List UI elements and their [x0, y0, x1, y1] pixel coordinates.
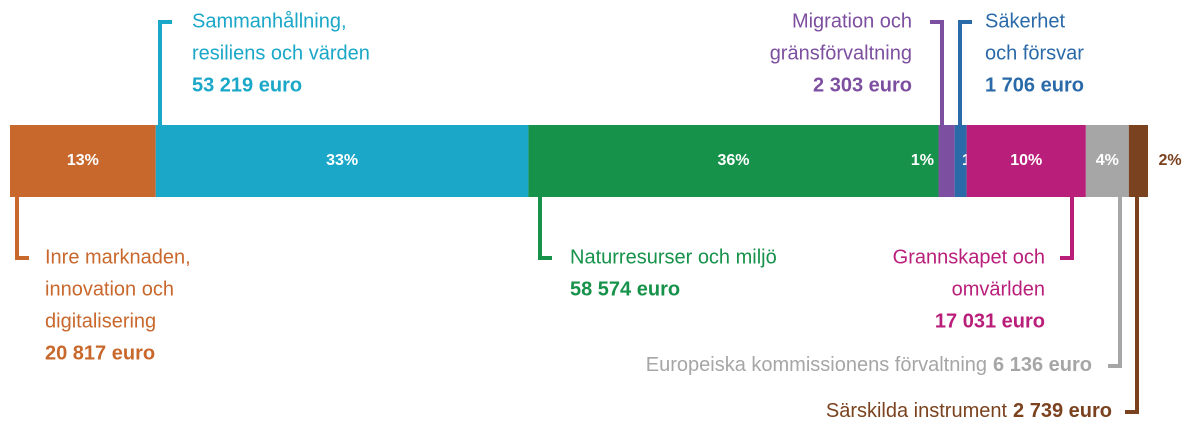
connector	[538, 197, 552, 260]
bar-segment	[155, 125, 529, 197]
segment-value: 6 136 euro	[993, 354, 1092, 376]
segment-value: 20 817 euro	[45, 342, 155, 364]
connector	[1060, 197, 1074, 260]
bar-segment	[528, 125, 939, 197]
segment-name: innovation och	[45, 278, 174, 300]
segment-value: 58 574 euro	[570, 278, 680, 300]
segment-name: Naturresurser och miljö	[570, 246, 777, 268]
segment-name: Sammanhållning,	[192, 10, 347, 32]
segment-name: gränsförvaltning	[770, 42, 912, 64]
connector	[930, 20, 944, 125]
segment-name: Grannskapet och	[893, 246, 1045, 268]
bar-segment	[938, 125, 955, 197]
percentage-label: 2%	[1158, 152, 1181, 169]
segment-value: 1 706 euro	[985, 74, 1084, 96]
percentage-label: 13%	[67, 152, 99, 169]
bar-segment	[1085, 125, 1129, 197]
percentage-label: 4%	[1096, 152, 1119, 169]
percentage-label: 10%	[1010, 152, 1042, 169]
segment-value: 2 739 euro	[1013, 400, 1112, 422]
segment-name: och försvar	[985, 42, 1084, 64]
segment-name: Särskilda instrument	[826, 400, 1008, 422]
percentage-label: 36%	[717, 152, 749, 169]
percentage-label: 33%	[326, 152, 358, 169]
bar-segment	[1128, 125, 1148, 197]
connector	[15, 197, 29, 260]
segment-name: omvärlden	[952, 278, 1045, 300]
connector	[1108, 197, 1122, 368]
connector	[958, 20, 972, 125]
bar-segment	[954, 125, 967, 197]
segment-value: 53 219 euro	[192, 74, 302, 96]
segment-value: 2 303 euro	[813, 74, 912, 96]
segment-value: 17 031 euro	[935, 310, 1045, 332]
segment-name: resiliens och värden	[192, 42, 370, 64]
bar-segment	[10, 125, 156, 197]
segment-name: Säkerhet	[985, 10, 1065, 32]
connector	[158, 20, 172, 125]
segment-name: Europeiska kommissionens förvaltning	[646, 354, 987, 376]
connector	[1125, 197, 1139, 414]
segment-name: Inre marknaden,	[45, 246, 191, 268]
segment-name: Migration och	[792, 10, 912, 32]
segment-label: Särskilda instrument 2 739 euro	[826, 400, 1112, 422]
segment-name: digitalisering	[45, 310, 156, 332]
percentage-label: 1%	[911, 152, 934, 169]
segment-label: Europeiska kommissionens förvaltning 6 13…	[646, 354, 1092, 376]
bar-segment	[966, 125, 1086, 197]
